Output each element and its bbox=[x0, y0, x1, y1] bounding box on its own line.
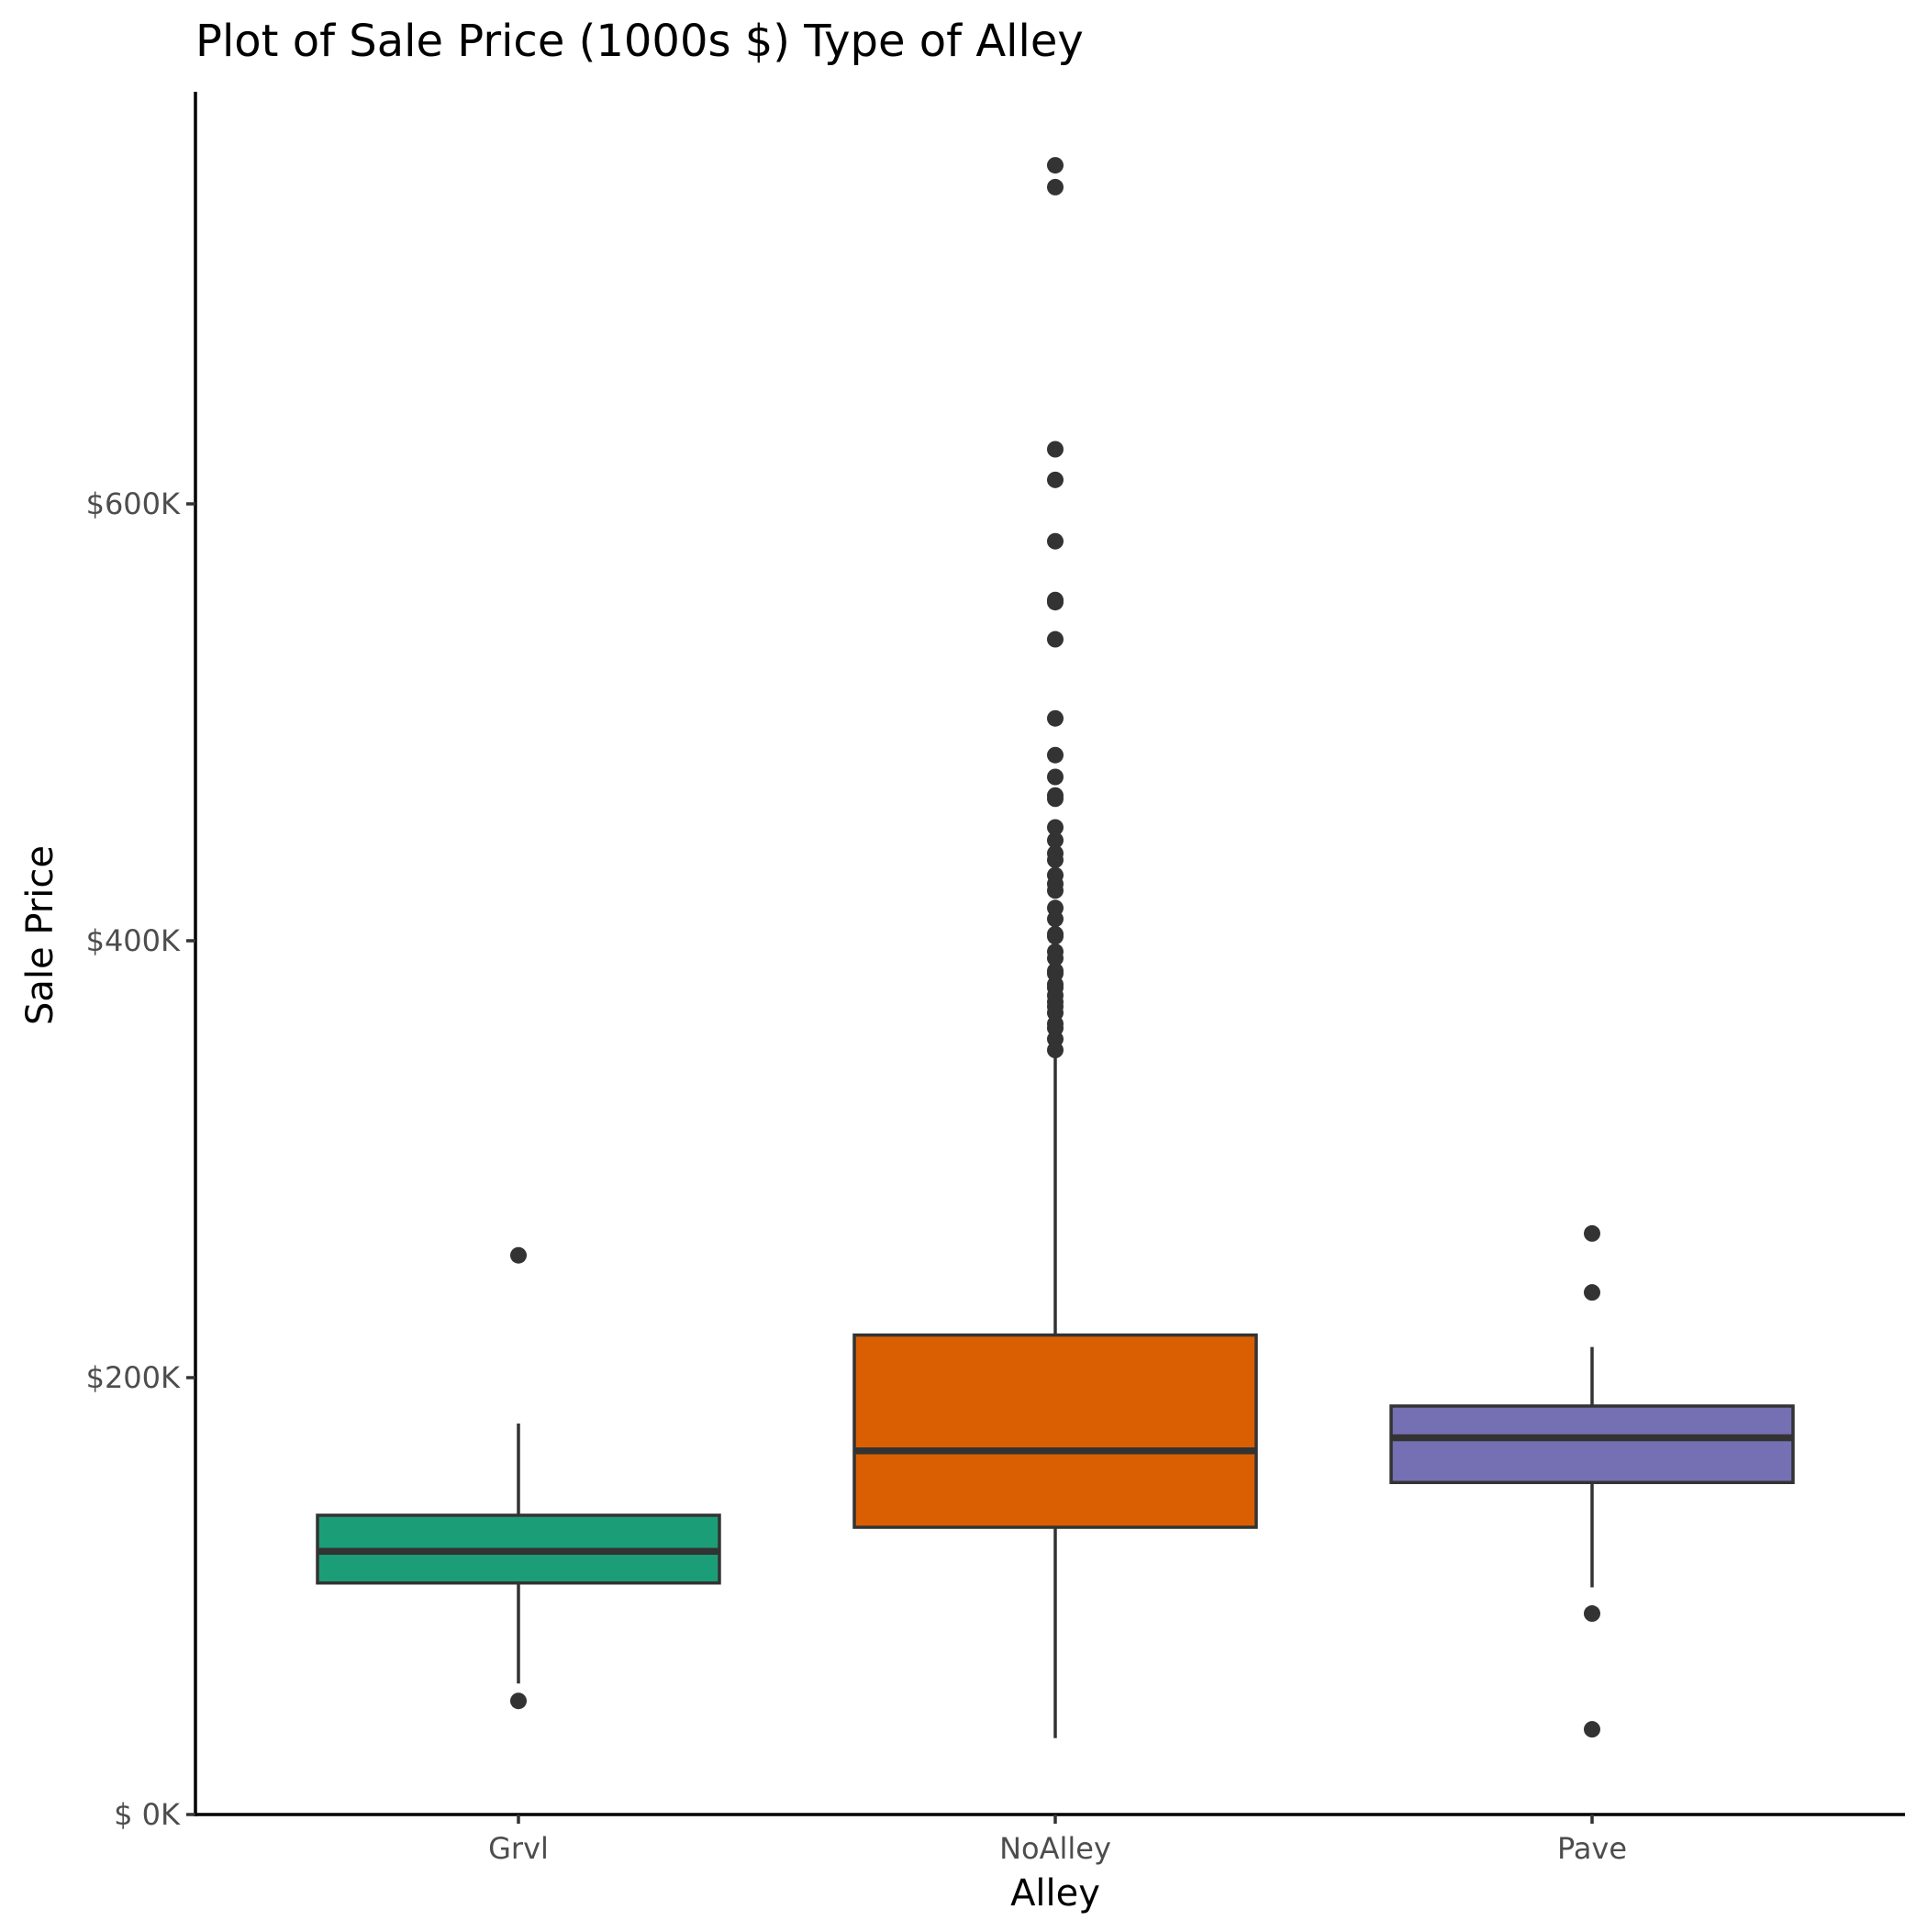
outlier-point-noalley bbox=[1047, 746, 1064, 764]
y-tick-label: $ 0K bbox=[114, 1797, 181, 1832]
y-tick-label: $600K bbox=[86, 486, 181, 521]
outlier-point-noalley bbox=[1047, 928, 1064, 945]
outlier-point-noalley bbox=[1047, 532, 1064, 550]
outlier-point-noalley bbox=[1047, 157, 1064, 174]
outlier-point-pave bbox=[1584, 1721, 1600, 1738]
outlier-point-pave bbox=[1584, 1224, 1600, 1242]
box-group-pave bbox=[1389, 1224, 1795, 1738]
box-noalley bbox=[852, 1333, 1258, 1529]
x-tick-label-noalley: NoAlley bbox=[999, 1831, 1111, 1866]
outlier-point-noalley bbox=[1047, 1042, 1064, 1058]
x-tick-label-grvl: Grvl bbox=[488, 1831, 549, 1866]
outlier-point-noalley bbox=[1047, 441, 1064, 458]
outlier-point-grvl bbox=[510, 1246, 527, 1264]
outlier-point-noalley bbox=[1047, 910, 1064, 928]
outlier-point-noalley bbox=[1047, 471, 1064, 488]
x-tick-label-pave: Pave bbox=[1557, 1831, 1627, 1866]
y-axis-title: Sale Price bbox=[19, 845, 61, 1025]
outlier-point-noalley bbox=[1047, 832, 1064, 849]
outlier-point-noalley bbox=[1047, 882, 1064, 899]
outlier-point-noalley bbox=[1047, 790, 1064, 808]
outlier-point-pave bbox=[1584, 1284, 1600, 1301]
y-axis: $ 0K $200K $400K $600K bbox=[86, 486, 195, 1832]
x-axis: Grvl NoAlley Pave bbox=[488, 1815, 1627, 1866]
outlier-point-noalley bbox=[1047, 594, 1064, 611]
outlier-point-noalley bbox=[1047, 768, 1064, 786]
outlier-point-noalley bbox=[1047, 950, 1064, 967]
box-group-grvl bbox=[316, 1246, 721, 1710]
outlier-point-noalley bbox=[1047, 851, 1064, 868]
y-tick-label: $400K bbox=[86, 923, 181, 958]
outlier-point-noalley bbox=[1047, 709, 1064, 727]
box-pave bbox=[1389, 1404, 1795, 1484]
outlier-point-noalley bbox=[1047, 631, 1064, 648]
outlier-point-noalley bbox=[1047, 819, 1064, 836]
box-group-noalley bbox=[852, 157, 1258, 1738]
chart-title: Plot of Sale Price (1000s $) Type of All… bbox=[195, 16, 1084, 67]
outlier-point-grvl bbox=[510, 1692, 527, 1710]
outlier-point-noalley bbox=[1047, 178, 1064, 195]
outlier-point-pave bbox=[1584, 1605, 1600, 1623]
plot-area bbox=[316, 157, 1795, 1738]
y-tick-label: $200K bbox=[86, 1360, 181, 1395]
x-axis-title: Alley bbox=[1010, 1872, 1100, 1915]
